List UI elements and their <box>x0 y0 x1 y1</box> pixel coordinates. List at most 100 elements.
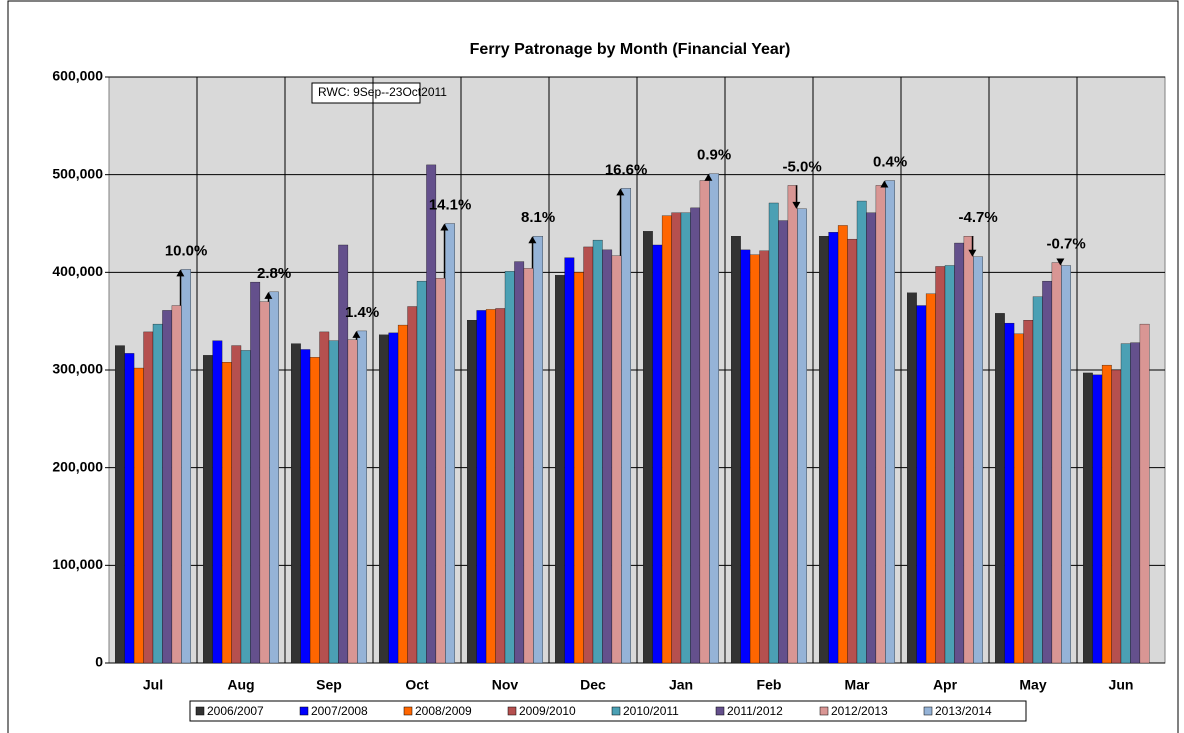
legend-box <box>189 700 1027 722</box>
bar <box>690 207 701 664</box>
x-tick-label: Oct <box>405 677 429 693</box>
change-label: 1.4% <box>345 304 379 321</box>
arrow-head <box>616 188 625 196</box>
bar <box>583 246 594 664</box>
change-label: 14.1% <box>429 196 472 213</box>
x-tick-label: May <box>1019 677 1046 693</box>
bar <box>1023 320 1034 664</box>
bar <box>309 357 320 664</box>
arrow-head <box>1056 258 1065 266</box>
bar <box>875 185 886 664</box>
bar <box>837 225 848 664</box>
bar <box>935 266 946 664</box>
bar <box>564 257 575 664</box>
bar <box>819 236 829 664</box>
legend-swatch <box>923 706 933 716</box>
bar <box>709 173 719 664</box>
x-tick-label: Nov <box>492 677 519 693</box>
bar <box>162 310 173 664</box>
change-label: -5.0% <box>783 158 822 175</box>
bar <box>250 281 261 664</box>
change-label: 0.9% <box>697 147 731 164</box>
legend-label: 2013/2014 <box>935 704 992 718</box>
bar <box>1120 343 1131 664</box>
bar <box>231 345 242 664</box>
bar <box>259 301 270 664</box>
x-tick-label: Dec <box>580 677 606 693</box>
bar <box>1013 333 1024 664</box>
bar <box>379 334 389 664</box>
legend-swatch <box>299 706 309 716</box>
legend-swatch <box>195 706 205 716</box>
legend-swatch <box>715 706 725 716</box>
bar <box>856 200 867 664</box>
bar <box>416 280 427 664</box>
bar <box>1101 364 1112 664</box>
bar <box>671 212 682 664</box>
bar <box>504 271 515 664</box>
bar <box>514 261 525 664</box>
legend-swatch <box>611 706 621 716</box>
bar <box>152 323 163 664</box>
change-label: 8.1% <box>521 209 555 226</box>
bar <box>347 339 358 664</box>
bar <box>778 220 789 664</box>
bar <box>319 331 330 664</box>
bar <box>533 236 543 664</box>
bar <box>300 349 311 664</box>
y-tick-label: 300,000 <box>52 361 103 377</box>
arrow-head <box>264 291 273 299</box>
arrow-head <box>704 173 713 181</box>
legend-swatch <box>403 706 413 716</box>
x-tick-label: Jun <box>1109 677 1134 693</box>
bar <box>407 306 418 664</box>
arrow-head <box>528 236 537 244</box>
change-label: 0.4% <box>873 153 907 170</box>
bar <box>828 232 839 664</box>
bar <box>221 362 232 664</box>
y-tick-label: 500,000 <box>52 165 103 181</box>
bar <box>212 340 223 664</box>
arrow-head <box>176 269 185 277</box>
arrow-head <box>880 180 889 188</box>
bar <box>1004 322 1015 664</box>
x-tick-label: Jan <box>669 677 693 693</box>
bar <box>115 345 125 664</box>
change-label: 10.0% <box>165 242 208 259</box>
bar <box>916 305 927 664</box>
bar <box>925 293 936 664</box>
change-label: -4.7% <box>959 209 998 226</box>
bar <box>357 330 367 664</box>
x-tick-label: Feb <box>757 677 782 693</box>
legend-label: 2007/2008 <box>311 704 368 718</box>
bar <box>797 208 807 664</box>
legend-label: 2010/2011 <box>623 704 679 718</box>
y-tick-label: 600,000 <box>52 68 103 84</box>
bar <box>445 223 455 664</box>
bar <box>1061 265 1071 664</box>
x-tick-label: Mar <box>845 677 870 693</box>
bar <box>885 180 895 664</box>
bar <box>731 236 741 664</box>
bar <box>907 292 917 664</box>
bar <box>555 275 565 664</box>
bar <box>467 320 477 664</box>
bar <box>995 313 1005 664</box>
bar <box>740 249 751 664</box>
bar <box>1042 280 1053 664</box>
change-label: -0.7% <box>1047 236 1086 253</box>
note-box <box>311 82 421 104</box>
bar <box>1130 342 1141 664</box>
legend-label: 2008/2009 <box>415 704 472 718</box>
change-label: 16.6% <box>605 161 648 178</box>
bar <box>269 291 279 664</box>
bar <box>171 305 182 664</box>
bar <box>397 324 408 664</box>
bar <box>661 215 672 664</box>
bar <box>124 353 135 664</box>
x-tick-label: Apr <box>933 677 958 693</box>
bar <box>388 332 399 664</box>
bar <box>973 256 983 664</box>
bar <box>749 254 760 664</box>
